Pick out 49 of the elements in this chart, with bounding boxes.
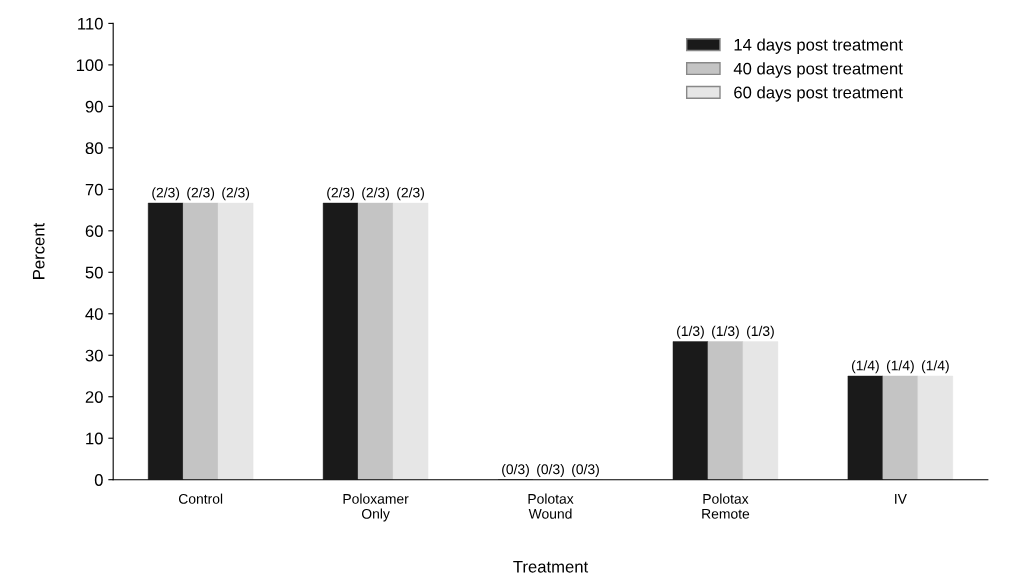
bar [147, 202, 184, 480]
x-axis-title: Treatment [513, 561, 589, 573]
data-label: (2/3) [152, 187, 180, 201]
y-tick-label: 20 [85, 391, 103, 403]
bar [707, 341, 744, 480]
y-tick-label: 60 [85, 225, 103, 238]
y-tick-label: 10 [86, 432, 103, 445]
data-label: (2/3) [362, 187, 389, 201]
data-label: (0/3) [572, 463, 599, 477]
data-label: (1/4) [921, 360, 949, 374]
y-tick-label: 80 [85, 142, 103, 155]
bar [882, 375, 919, 480]
y-tick-label: 100 [76, 59, 103, 72]
y-tick-label: 40 [85, 308, 103, 320]
data-label: (1/4) [851, 360, 879, 374]
y-tick-label: 0 [94, 474, 103, 486]
bar [917, 375, 954, 480]
bar [742, 341, 779, 480]
x-tick-label: Control [178, 493, 223, 504]
data-label: (2/3) [187, 187, 215, 201]
data-label: (1/3) [747, 325, 774, 339]
data-label: (0/3) [537, 463, 564, 477]
y-tick-label: 110 [78, 17, 103, 30]
bar [847, 375, 884, 480]
x-tick-label: IV [895, 494, 907, 504]
data-label: (1/3) [677, 325, 704, 339]
y-tick-label: 70 [85, 183, 103, 196]
bar [217, 202, 254, 480]
x-tick-label: Polotax Remote [702, 493, 750, 519]
x-tick-label: Polotax Wound [528, 493, 574, 519]
y-tick-label: 90 [85, 100, 103, 113]
data-label: (2/3) [327, 187, 355, 201]
y-axis-title: Percent [32, 222, 45, 279]
legend-label: 60 days post treatment [734, 86, 903, 102]
data-label: (2/3) [397, 187, 424, 201]
x-tick-label: Poloxamer Only [343, 493, 409, 522]
bar [672, 341, 709, 480]
data-label: (2/3) [222, 187, 250, 201]
y-tick-label: 50 [85, 266, 103, 279]
data-label: (1/4) [886, 360, 914, 374]
bar [322, 202, 359, 480]
data-label: (0/3) [502, 463, 529, 477]
legend-label: 14 days post treatment [734, 38, 903, 54]
bar [392, 202, 429, 480]
bar [357, 202, 394, 480]
y-tick-label: 30 [85, 349, 103, 362]
legend-label: 40 days post treatment [733, 62, 903, 78]
bar [182, 202, 219, 480]
data-label: (1/3) [712, 325, 739, 339]
